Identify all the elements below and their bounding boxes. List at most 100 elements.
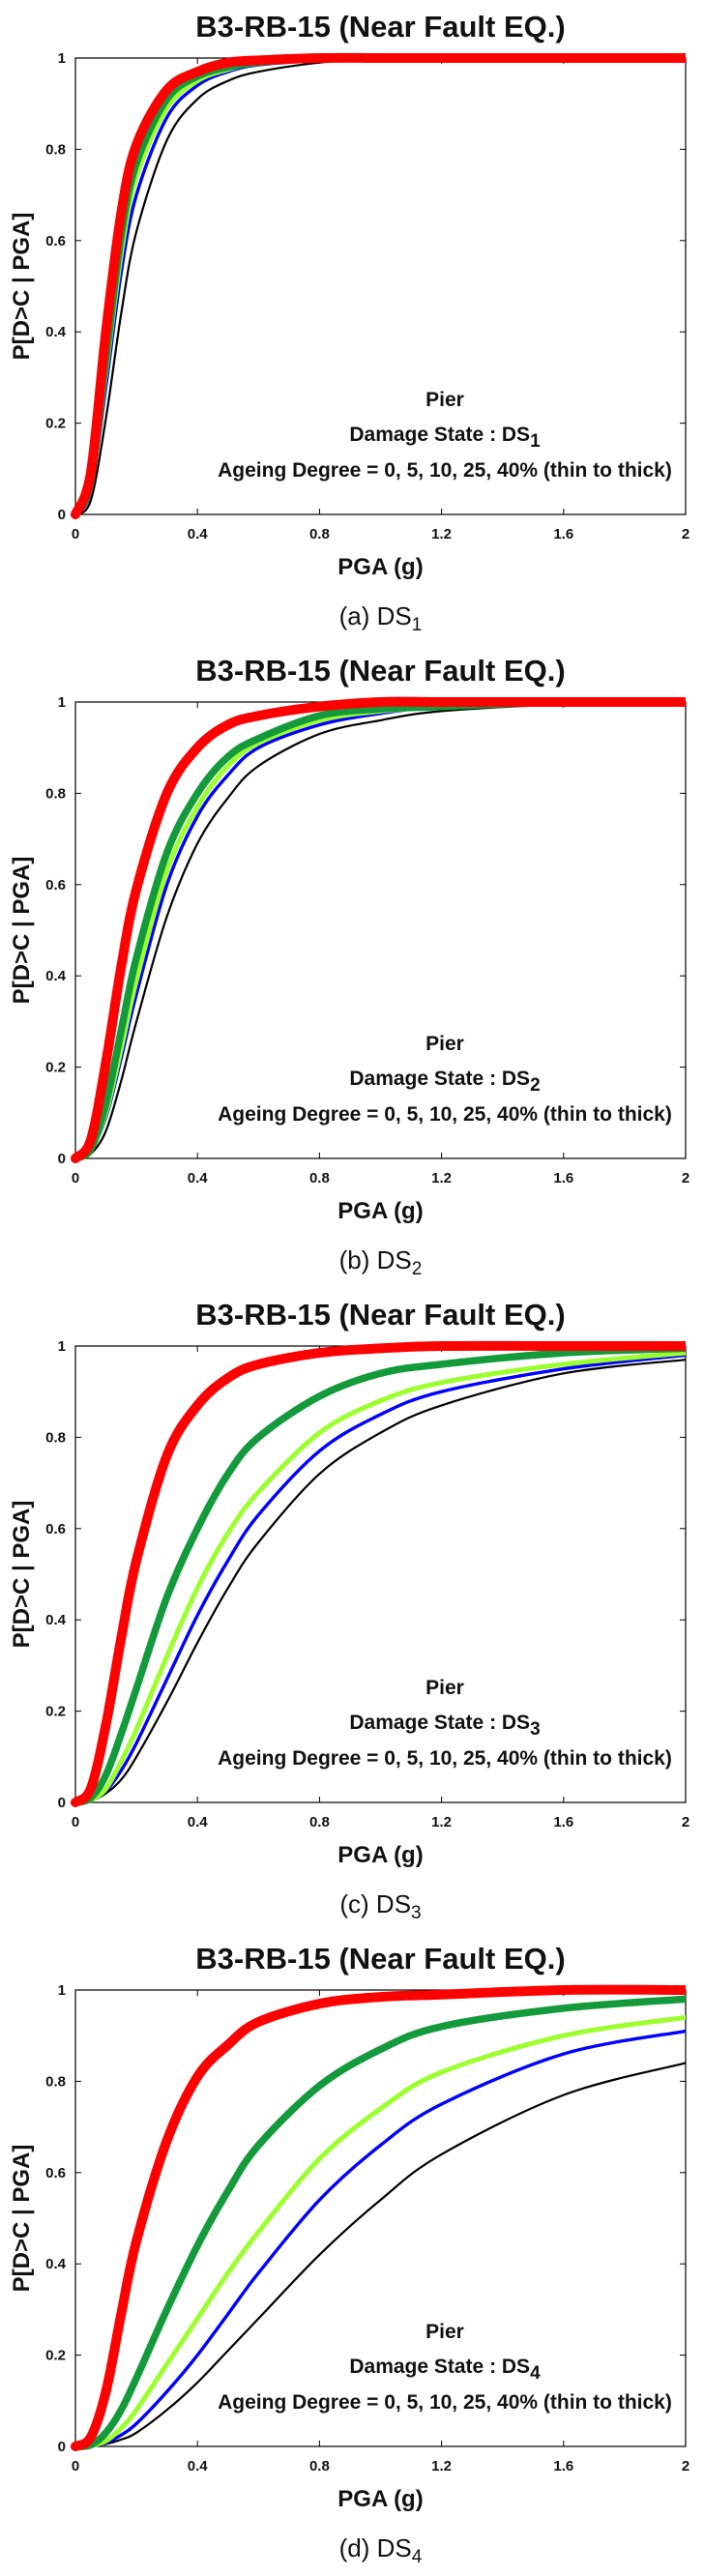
y-tick-label: 0.4 — [45, 968, 67, 984]
x-tick-label: 1.6 — [553, 2458, 573, 2474]
x-tick-label: 0.4 — [188, 1170, 209, 1186]
chart-title: B3-RB-15 (Near Fault EQ.) — [195, 1942, 565, 1976]
x-axis-label: PGA (g) — [337, 1842, 423, 1868]
series-ageing-40 — [71, 52, 686, 519]
annotation-ageing-degree: Ageing Degree = 0, 5, 10, 25, 40% (thin … — [218, 2391, 672, 2414]
y-axis-label: P[D>C | PGA] — [9, 857, 35, 1005]
x-axis-label: PGA (g) — [337, 1198, 423, 1224]
series-ageing-0 — [73, 56, 686, 516]
series-ageing-40 — [71, 1984, 686, 2451]
annotation-ageing-degree: Ageing Degree = 0, 5, 10, 25, 40% (thin … — [218, 1103, 672, 1126]
plot-frame — [74, 1989, 687, 2447]
annotation-component: Pier — [425, 1677, 464, 1699]
x-tick-label: 0.4 — [188, 1814, 209, 1830]
y-tick-label: 0 — [58, 507, 66, 523]
panel-caption: (b) DS2 — [339, 1245, 423, 1279]
x-tick-label: 1.6 — [553, 526, 573, 542]
x-tick-label: 0.8 — [309, 526, 330, 542]
series-ageing-5 — [73, 699, 686, 1160]
y-tick-label: 1 — [58, 694, 66, 711]
panel-caption: (c) DS3 — [339, 1889, 421, 1923]
annotation-component: Pier — [425, 2321, 464, 2343]
y-tick-label: 0.2 — [45, 1704, 66, 1720]
y-tick-label: 0.6 — [45, 233, 66, 249]
panel-caption: (d) DS4 — [339, 2533, 423, 2567]
series-ageing-25 — [72, 697, 686, 1162]
y-axis-label: P[D>C | PGA] — [9, 1501, 35, 1649]
chart-panel-2: B3-RB-15 (Near Fault EQ.) 0 0.4 0.8 1.2 1.6 2 0… — [9, 654, 689, 1279]
y-axis-label: P[D>C | PGA] — [9, 2145, 35, 2293]
series-ageing-25 — [72, 1344, 686, 1806]
x-tick-label: 1.2 — [431, 2458, 452, 2474]
y-tick-label: 1 — [58, 50, 66, 67]
y-tick-label: 0.4 — [45, 1612, 67, 1628]
x-tick-label: 0 — [72, 1814, 79, 1830]
chart-title: B3-RB-15 (Near Fault EQ.) — [195, 654, 565, 688]
y-tick-label: 0.8 — [45, 785, 66, 802]
y-tick-label: 0 — [58, 1795, 66, 1811]
y-tick-label: 0.4 — [45, 2256, 67, 2272]
x-tick-label: 1.2 — [431, 1814, 452, 1830]
annotation-damage-state: Damage State : DS1 — [349, 424, 541, 452]
y-tick-label: 0.8 — [45, 141, 66, 158]
x-tick-label: 1.2 — [431, 526, 452, 542]
annotation-damage-state: Damage State : DS4 — [349, 2356, 541, 2384]
series-ageing-10 — [73, 699, 686, 1161]
series-ageing-10 — [73, 55, 686, 517]
annotation-component: Pier — [425, 1033, 464, 1055]
x-tick-label: 2 — [682, 2458, 689, 2474]
chart-panel-1: B3-RB-15 (Near Fault EQ.) 0 0.4 0.8 1.2 1.6 2 0… — [9, 10, 689, 635]
series-ageing-25 — [72, 1995, 686, 2450]
x-tick-label: 0.8 — [309, 2458, 330, 2474]
series-ageing-0 — [73, 2062, 686, 2448]
y-tick-label: 0.8 — [45, 2073, 66, 2090]
y-tick-label: 0.2 — [45, 416, 66, 432]
annotation-ageing-degree: Ageing Degree = 0, 5, 10, 25, 40% (thin … — [218, 1747, 672, 1770]
series-ageing-5 — [73, 56, 686, 516]
y-tick-label: 1 — [58, 1338, 66, 1355]
x-tick-label: 2 — [682, 526, 689, 542]
x-axis-label: PGA (g) — [337, 554, 423, 580]
x-tick-label: 1.6 — [553, 1170, 573, 1186]
y-tick-label: 0.2 — [45, 1060, 66, 1076]
annotation-ageing-degree: Ageing Degree = 0, 5, 10, 25, 40% (thin … — [218, 459, 672, 482]
x-tick-label: 1.2 — [431, 1170, 452, 1186]
y-tick-label: 1 — [58, 1982, 66, 1999]
annotation-component: Pier — [425, 389, 464, 411]
panel-caption: (a) DS1 — [339, 601, 423, 635]
annotation-damage-state: Damage State : DS3 — [349, 1712, 540, 1740]
x-tick-label: 1.6 — [553, 1814, 573, 1830]
chart-title: B3-RB-15 (Near Fault EQ.) — [195, 10, 565, 44]
x-tick-label: 0.4 — [188, 526, 209, 542]
chart-panel-4: B3-RB-15 (Near Fault EQ.) 0 0.4 0.8 1.2 1.6 2 0… — [9, 1942, 689, 2567]
x-tick-label: 0.8 — [309, 1170, 330, 1186]
series-ageing-10 — [73, 2014, 686, 2449]
y-tick-label: 0 — [58, 1151, 66, 1167]
y-axis-label: P[D>C | PGA] — [9, 213, 35, 361]
y-tick-label: 0.6 — [45, 877, 66, 893]
series-ageing-0 — [73, 700, 686, 1160]
x-tick-label: 2 — [682, 1170, 689, 1186]
series-ageing-40 — [71, 1340, 686, 1807]
x-tick-label: 0 — [72, 2458, 79, 2474]
annotation-damage-state: Damage State : DS2 — [349, 1068, 540, 1096]
x-tick-label: 0 — [72, 526, 79, 542]
y-tick-label: 0.8 — [45, 1429, 66, 1446]
x-tick-label: 0.4 — [188, 2458, 209, 2474]
x-tick-label: 0 — [72, 1170, 79, 1186]
series-ageing-5 — [73, 2029, 686, 2448]
plot-frame — [74, 57, 687, 515]
x-tick-label: 2 — [682, 1814, 689, 1830]
series-ageing-40 — [71, 696, 686, 1163]
y-tick-label: 0.4 — [45, 324, 67, 340]
series-ageing-25 — [72, 53, 686, 518]
x-axis-label: PGA (g) — [337, 2486, 423, 2512]
plot-frame — [74, 701, 687, 1159]
series-ageing-5 — [73, 1353, 686, 1804]
chart-panel-3: B3-RB-15 (Near Fault EQ.) 0 0.4 0.8 1.2 1.6 2 0… — [9, 1298, 689, 1923]
series-ageing-0 — [73, 1359, 686, 1804]
series-ageing-10 — [73, 1350, 686, 1805]
y-tick-label: 0.6 — [45, 2165, 66, 2181]
y-tick-label: 0.2 — [45, 2348, 66, 2364]
